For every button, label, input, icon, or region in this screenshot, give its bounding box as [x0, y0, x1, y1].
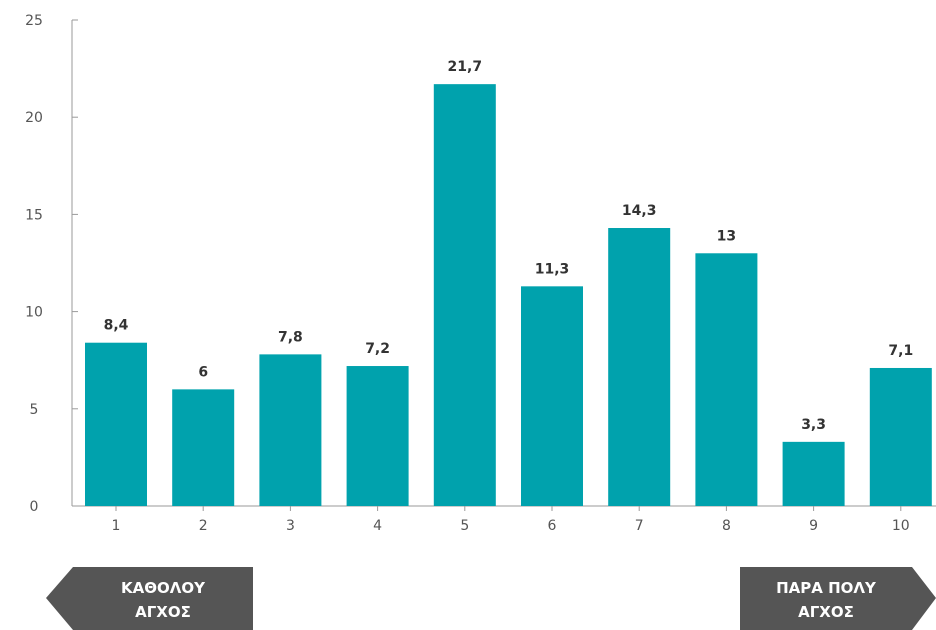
y-tick-label: 10: [25, 305, 43, 321]
bar: [608, 228, 671, 506]
right-arrow-label-line1: ΠΑΡΑ ΠΟΛΥ: [776, 579, 877, 597]
bar: [433, 84, 496, 506]
data-label: 7,2: [365, 341, 390, 357]
x-tick-label: 9: [809, 518, 818, 534]
y-tick-label: 15: [25, 207, 43, 223]
x-tick-label: 8: [722, 518, 731, 534]
bars: [85, 84, 932, 506]
y-tick-label: 20: [25, 110, 43, 126]
bar: [782, 441, 845, 506]
x-tick-label: 4: [373, 518, 382, 534]
data-label: 11,3: [535, 261, 570, 277]
y-tick-label: 5: [30, 402, 39, 418]
left-arrow-label-line2: ΑΓΧΟΣ: [135, 603, 191, 621]
bar: [521, 286, 583, 506]
bar: [85, 342, 147, 506]
bar: [695, 253, 758, 506]
data-labels: 8,4 6 7,8 7,2 21,7 11,3 14,3 13 3,3 7,1: [104, 59, 914, 433]
left-arrow-label-line1: ΚΑΘΟΛΟΥ: [121, 579, 206, 597]
data-label: 13: [717, 228, 736, 244]
data-label: 3,3: [801, 417, 826, 433]
data-label: 14,3: [622, 203, 657, 219]
data-label: 7,1: [888, 343, 913, 359]
x-tick-label: 5: [460, 518, 469, 534]
x-tick-label: 7: [635, 518, 644, 534]
bar: [259, 354, 322, 506]
scale-arrow-right: ΠΑΡΑ ΠΟΛΥ ΑΓΧΟΣ: [740, 567, 936, 630]
bar: [346, 366, 409, 506]
bar: [172, 389, 235, 506]
x-tick-label: 10: [892, 518, 910, 534]
bar: [869, 367, 932, 506]
data-label: 8,4: [104, 318, 129, 334]
scale-arrow-left: ΚΑΘΟΛΟΥ ΑΓΧΟΣ: [46, 567, 253, 630]
x-tick-label: 3: [286, 518, 295, 534]
data-label: 21,7: [448, 59, 483, 75]
y-axis: 0 5 10 15 20 25: [25, 13, 78, 515]
x-tick-label: 2: [199, 518, 208, 534]
data-label: 6: [198, 364, 208, 380]
left-arrow-shape: [46, 567, 253, 630]
right-arrow-shape: [740, 567, 936, 630]
y-tick-label: 25: [25, 13, 43, 29]
x-tick-label: 1: [112, 518, 121, 534]
x-axis: 1 2 3 4 5 6 7 8 9 10: [72, 505, 936, 534]
x-tick-label: 6: [548, 518, 557, 534]
data-label: 7,8: [278, 329, 303, 345]
right-arrow-label-line2: ΑΓΧΟΣ: [798, 603, 854, 621]
y-tick-label: 0: [30, 499, 39, 515]
